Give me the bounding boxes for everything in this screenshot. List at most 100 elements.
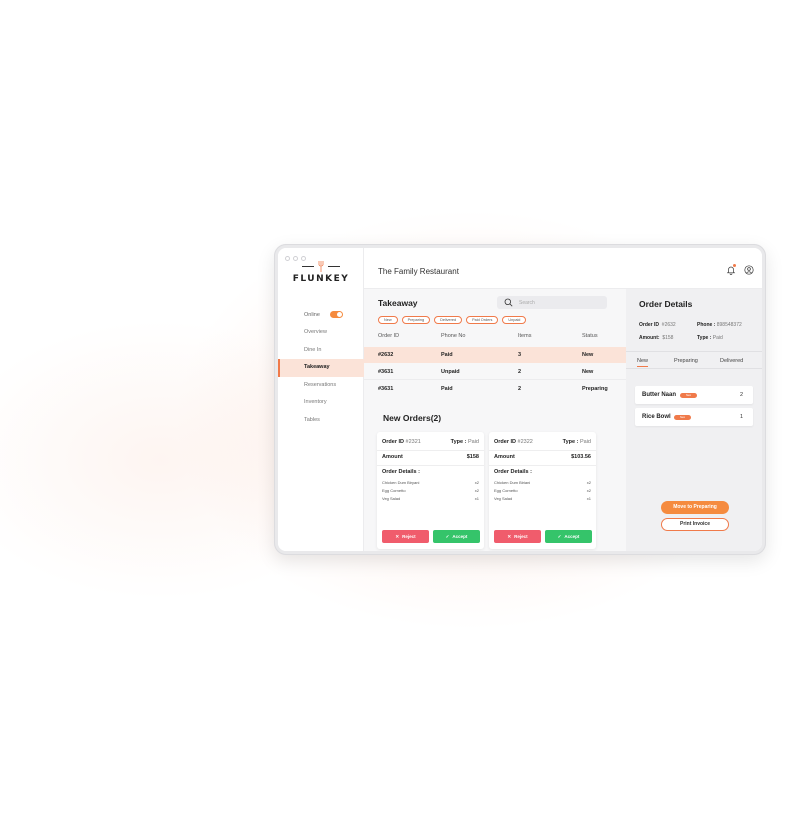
od-phone-label: Phone : — [697, 322, 716, 328]
bell-icon[interactable] — [726, 265, 736, 275]
od-amount: $158 — [662, 335, 674, 341]
filter-delivered[interactable]: Delivered — [434, 316, 463, 324]
item-name: Chicken Dum Biriani — [494, 480, 531, 485]
od-amount-row: Amount: $158 Type : Paid — [639, 335, 754, 341]
table-row[interactable]: #3631 Unpaid 2 New — [364, 364, 626, 380]
type-value: Paid — [579, 439, 591, 445]
tab-preparing[interactable]: Preparing — [674, 358, 698, 364]
reject-button[interactable]: ✕ Reject — [382, 530, 429, 543]
item-qty: 2 — [739, 392, 743, 398]
item-qty: 1 — [739, 414, 743, 420]
order-card: Order ID #2322 Type : Paid Amount $103.5… — [489, 432, 596, 549]
cell-order-id: #2632 — [378, 352, 394, 358]
online-status: Online — [304, 311, 343, 318]
item-qty: x2 — [474, 480, 479, 485]
logo-text: FLUNKEY — [292, 274, 350, 284]
divider — [377, 450, 484, 451]
online-label: Online — [304, 311, 320, 318]
filter-paid-orders[interactable]: Paid Orders — [466, 316, 499, 324]
move-to-preparing-button[interactable]: Move to Preparing — [661, 501, 729, 514]
order-id-label: Order ID — [494, 439, 517, 445]
tab-new[interactable]: New — [637, 358, 649, 367]
restaurant-name: The Family Restaurant — [378, 267, 459, 276]
filter-chips: New Preparing Delivered Paid Orders Unpa… — [378, 316, 527, 324]
user-icon[interactable] — [744, 265, 754, 275]
item-qty: x1 — [474, 496, 479, 501]
list-item[interactable]: Butter Naan New 2 — [635, 386, 753, 404]
print-invoice-button[interactable]: Print Invoice — [661, 518, 729, 531]
online-toggle[interactable] — [329, 311, 343, 318]
item-qty: x1 — [586, 496, 591, 501]
od-type-label: Type : — [697, 335, 712, 341]
cell-items: 3 — [518, 352, 522, 358]
search-box[interactable]: Search — [497, 296, 607, 309]
card-id-row: Order ID #2321 Type : Paid — [382, 439, 479, 445]
card-id-row: Order ID #2322 Type : Paid — [494, 439, 591, 445]
cell-status: Preparing — [582, 386, 608, 392]
accept-label: Accept — [564, 534, 580, 539]
od-order-id-label: Order ID — [639, 322, 660, 328]
cell-status: New — [582, 369, 594, 375]
cell-phone: Unpaid — [441, 369, 460, 375]
accept-label: Accept — [452, 534, 468, 539]
table-row[interactable]: #3631 Paid 2 Preparing — [364, 381, 626, 397]
item-name: Rice Bowl — [642, 414, 671, 420]
window-dots — [285, 256, 306, 261]
amount-label: Amount — [494, 454, 515, 460]
cell-status: New — [582, 352, 594, 358]
accept-button[interactable]: ✓ Accept — [433, 530, 480, 543]
list-item[interactable]: Rice Bowl New 1 — [635, 408, 753, 426]
logo-mark-icon — [278, 260, 364, 272]
item-name: Veg Salad — [494, 496, 513, 501]
reject-button[interactable]: ✕ Reject — [494, 530, 541, 543]
app-screen: FLUNKEY Online Overview Dine In Takeaway… — [278, 248, 762, 551]
order-id-value: #2322 — [517, 439, 533, 445]
amount-value: $158 — [466, 454, 479, 460]
list-item: Veg Salad x1 — [494, 496, 591, 501]
cell-order-id: #3631 — [378, 369, 394, 375]
order-card: Order ID #2321 Type : Paid Amount $158 O… — [377, 432, 484, 549]
type-label: Type : — [450, 439, 467, 445]
item-name: Chicken Dum Biryani — [382, 480, 420, 485]
amount-label: Amount — [382, 454, 403, 460]
sidebar-item-tables[interactable]: Tables — [304, 416, 320, 423]
reject-label: Reject — [514, 534, 528, 539]
table-row[interactable]: #2632 Paid 3 New — [364, 347, 626, 363]
divider — [489, 465, 596, 466]
order-details-panel: Order Details Order ID #2632 Phone : 898… — [626, 289, 762, 551]
divider — [377, 465, 484, 466]
type-value: Paid — [467, 439, 479, 445]
list-item: Chicken Dum Biryani x2 — [382, 480, 479, 485]
item-qty: x2 — [474, 488, 479, 493]
order-details-title: Order Details — [639, 299, 693, 309]
cell-items: 2 — [518, 369, 522, 375]
header-status: Status — [582, 333, 598, 339]
type-label: Type : — [562, 439, 579, 445]
sidebar-item-inventory[interactable]: Inventory — [304, 399, 327, 405]
sidebar-item-takeaway[interactable]: Takeaway — [278, 359, 364, 377]
table-header: Order ID Phone No Items Status — [364, 333, 626, 345]
reject-label: Reject — [402, 534, 416, 539]
list-item: Veg Salad x1 — [382, 496, 479, 501]
filter-unpaid[interactable]: Unpaid — [502, 316, 527, 324]
status-badge: New — [680, 392, 697, 398]
list-item: Egg Cornetto x2 — [494, 488, 591, 493]
cell-order-id: #3631 — [378, 386, 394, 392]
search-input[interactable]: Search — [519, 299, 535, 306]
close-icon: ✕ — [507, 533, 512, 539]
check-icon: ✓ — [557, 533, 562, 539]
filter-preparing[interactable]: Preparing — [401, 316, 431, 324]
item-name: Butter Naan — [642, 392, 677, 398]
tab-delivered[interactable]: Delivered — [720, 358, 744, 364]
sidebar-item-reservations[interactable]: Reservations — [304, 381, 337, 388]
cell-phone: Paid — [441, 386, 453, 392]
accept-button[interactable]: ✓ Accept — [545, 530, 592, 543]
card-amount-row: Amount $158 — [382, 454, 479, 460]
cell-items: 2 — [518, 386, 522, 392]
sidebar-item-dine-in[interactable]: Dine In — [304, 346, 322, 353]
sidebar-item-overview[interactable]: Overview — [304, 329, 327, 335]
filter-new[interactable]: New — [378, 316, 398, 324]
status-tabs: New Preparing Delivered — [626, 351, 762, 369]
top-bar: The Family Restaurant — [364, 248, 762, 289]
divider — [489, 450, 596, 451]
